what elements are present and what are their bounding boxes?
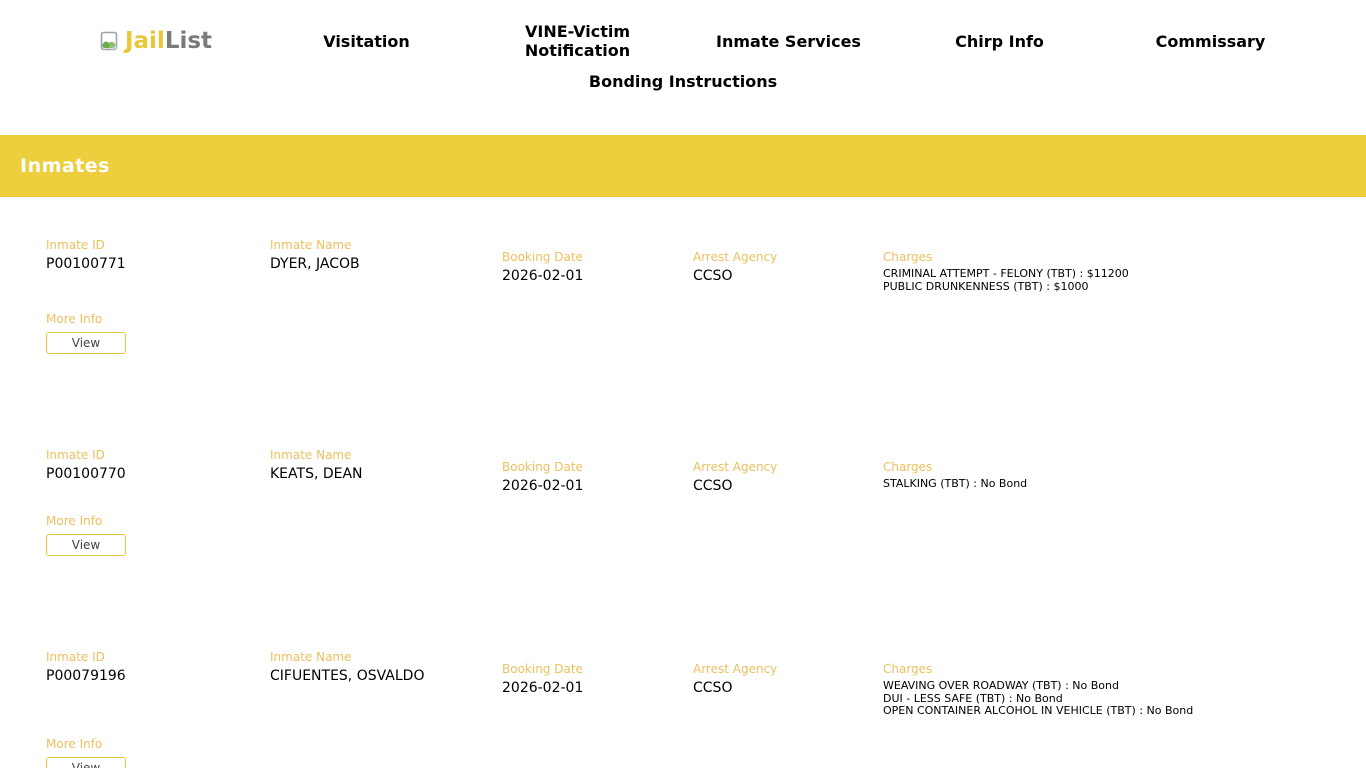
document-page-icon xyxy=(99,31,119,51)
arrest-agency-cell: Arrest Agency CCSO xyxy=(693,650,883,697)
arrest-agency-value: CCSO xyxy=(693,478,733,494)
arrest-agency-cell: Arrest Agency CCSO xyxy=(693,448,883,495)
brand-name: JailList xyxy=(124,27,213,54)
inmate-record: Inmate ID P00100770 Inmate Name KEATS, D… xyxy=(46,448,1320,556)
charge-line: CRIMINAL ATTEMPT - FELONY (TBT) : $11200 xyxy=(883,267,1129,280)
booking-date-label: Booking Date xyxy=(502,460,583,474)
inmate-name-value: KEATS, DEAN xyxy=(270,466,363,482)
nav-cell-vine: VINE-Victim Notification xyxy=(472,16,683,66)
charge-line: STALKING (TBT) : No Bond xyxy=(883,477,1028,490)
inmates-banner: Inmates xyxy=(0,135,1366,197)
nav-link-inmate-services[interactable]: Inmate Services xyxy=(716,31,861,51)
inmate-name-value: DYER, JACOB xyxy=(270,256,360,272)
inmate-record: Inmate ID P00079196 Inmate Name CIFUENTE… xyxy=(46,650,1320,768)
more-info-label: More Info xyxy=(46,736,103,751)
inmate-name-value: CIFUENTES, OSVALDO xyxy=(270,668,425,684)
inmate-id-value: P00100771 xyxy=(46,256,126,272)
charges-label: Charges xyxy=(883,662,933,676)
nav-cell-chirp-info: Chirp Info xyxy=(894,26,1105,57)
charges-list: STALKING (TBT) : No Bond xyxy=(883,477,1320,491)
booking-date-cell: Booking Date 2026-02-01 xyxy=(502,238,693,285)
charge-line: PUBLIC DRUNKENNESS (TBT) : $1000 xyxy=(883,279,1089,293)
inmate-name-label: Inmate Name xyxy=(270,238,352,252)
inmate-id-cell: Inmate ID P00100771 xyxy=(46,238,270,273)
site-header: JailList Visitation VINE-Victim Notifica… xyxy=(0,0,1366,135)
charges-cell: Charges STALKING (TBT) : No Bond xyxy=(883,448,1320,491)
arrest-agency-cell: Arrest Agency CCSO xyxy=(693,238,883,285)
charges-cell: Charges CRIMINAL ATTEMPT - FELONY (TBT) … xyxy=(883,238,1320,293)
nav-link-chirp-info[interactable]: Chirp Info xyxy=(955,31,1044,51)
nav-cell-visitation: Visitation xyxy=(261,26,472,57)
inmate-record-row: Inmate ID P00079196 Inmate Name CIFUENTE… xyxy=(46,650,1320,718)
charges-list: CRIMINAL ATTEMPT - FELONY (TBT) : $11200… xyxy=(883,267,1320,293)
inmate-record-row: Inmate ID P00100770 Inmate Name KEATS, D… xyxy=(46,448,1320,495)
booking-date-cell: Booking Date 2026-02-01 xyxy=(502,448,693,495)
view-button[interactable]: View xyxy=(46,332,126,354)
charges-list: WEAVING OVER ROADWAY (TBT) : No Bond DUI … xyxy=(883,679,1320,718)
booking-date-cell: Booking Date 2026-02-01 xyxy=(502,650,693,697)
charge-line: OPEN CONTAINER ALCOHOL IN VEHICLE (TBT) … xyxy=(883,704,1194,717)
brand-cell: JailList xyxy=(50,22,261,61)
inmate-name-label: Inmate Name xyxy=(270,448,352,462)
nav-link-visitation[interactable]: Visitation xyxy=(323,31,410,51)
booking-date-value: 2026-02-01 xyxy=(502,268,584,284)
inmate-name-label: Inmate Name xyxy=(270,650,352,664)
more-info-label: More Info xyxy=(46,514,103,528)
charges-cell: Charges WEAVING OVER ROADWAY (TBT) : No … xyxy=(883,650,1320,718)
nav-cell-bonding-instructions: Bonding Instructions xyxy=(578,66,789,97)
inmate-id-value: P00079196 xyxy=(46,668,126,684)
inmate-id-label: Inmate ID xyxy=(46,448,105,462)
booking-date-label: Booking Date xyxy=(502,250,583,264)
more-info-section: More Info View xyxy=(46,312,1320,354)
view-button[interactable]: View xyxy=(46,534,126,556)
charges-label: Charges xyxy=(883,250,933,264)
nav-link-vine-victim-notification[interactable]: VINE-Victim Notification xyxy=(524,22,631,60)
inmate-name-cell: Inmate Name DYER, JACOB xyxy=(270,238,502,273)
page-title: Inmates xyxy=(20,155,110,177)
arrest-agency-value: CCSO xyxy=(693,680,733,696)
inmate-name-cell: Inmate Name KEATS, DEAN xyxy=(270,448,502,483)
nav-cell-commissary: Commissary xyxy=(1105,26,1316,57)
inmate-id-cell: Inmate ID P00100770 xyxy=(46,448,270,483)
view-button[interactable]: View xyxy=(46,756,126,768)
charge-line: DUI - LESS SAFE (TBT) : No Bond xyxy=(883,691,1063,705)
booking-date-value: 2026-02-01 xyxy=(502,478,584,494)
arrest-agency-label: Arrest Agency xyxy=(693,250,778,264)
inmate-record: Inmate ID P00100771 Inmate Name DYER, JA… xyxy=(46,238,1320,354)
nav-link-commissary[interactable]: Commissary xyxy=(1155,31,1266,51)
charge-line: WEAVING OVER ROADWAY (TBT) : No Bond xyxy=(883,679,1119,692)
nav-cell-inmate-services: Inmate Services xyxy=(683,26,894,57)
main-nav: JailList Visitation VINE-Victim Notifica… xyxy=(50,16,1316,97)
inmate-id-value: P00100770 xyxy=(46,466,126,482)
more-info-section: More Info View xyxy=(46,514,1320,556)
more-info-section: More Info View xyxy=(46,737,1320,768)
brand-logo[interactable]: JailList xyxy=(99,28,212,54)
inmate-id-label: Inmate ID xyxy=(46,650,105,664)
arrest-agency-label: Arrest Agency xyxy=(693,662,778,676)
inmate-record-row: Inmate ID P00100771 Inmate Name DYER, JA… xyxy=(46,238,1320,293)
inmate-id-cell: Inmate ID P00079196 xyxy=(46,650,270,685)
inmate-list: Inmate ID P00100771 Inmate Name DYER, JA… xyxy=(0,197,1366,768)
more-info-label: More Info xyxy=(46,312,103,326)
nav-link-bonding-instructions[interactable]: Bonding Instructions xyxy=(588,72,778,91)
inmate-id-label: Inmate ID xyxy=(46,238,105,252)
arrest-agency-value: CCSO xyxy=(693,268,733,284)
charges-label: Charges xyxy=(883,460,933,474)
inmate-name-cell: Inmate Name CIFUENTES, OSVALDO xyxy=(270,650,502,685)
arrest-agency-label: Arrest Agency xyxy=(693,460,778,474)
booking-date-label: Booking Date xyxy=(502,662,583,676)
booking-date-value: 2026-02-01 xyxy=(502,680,584,696)
